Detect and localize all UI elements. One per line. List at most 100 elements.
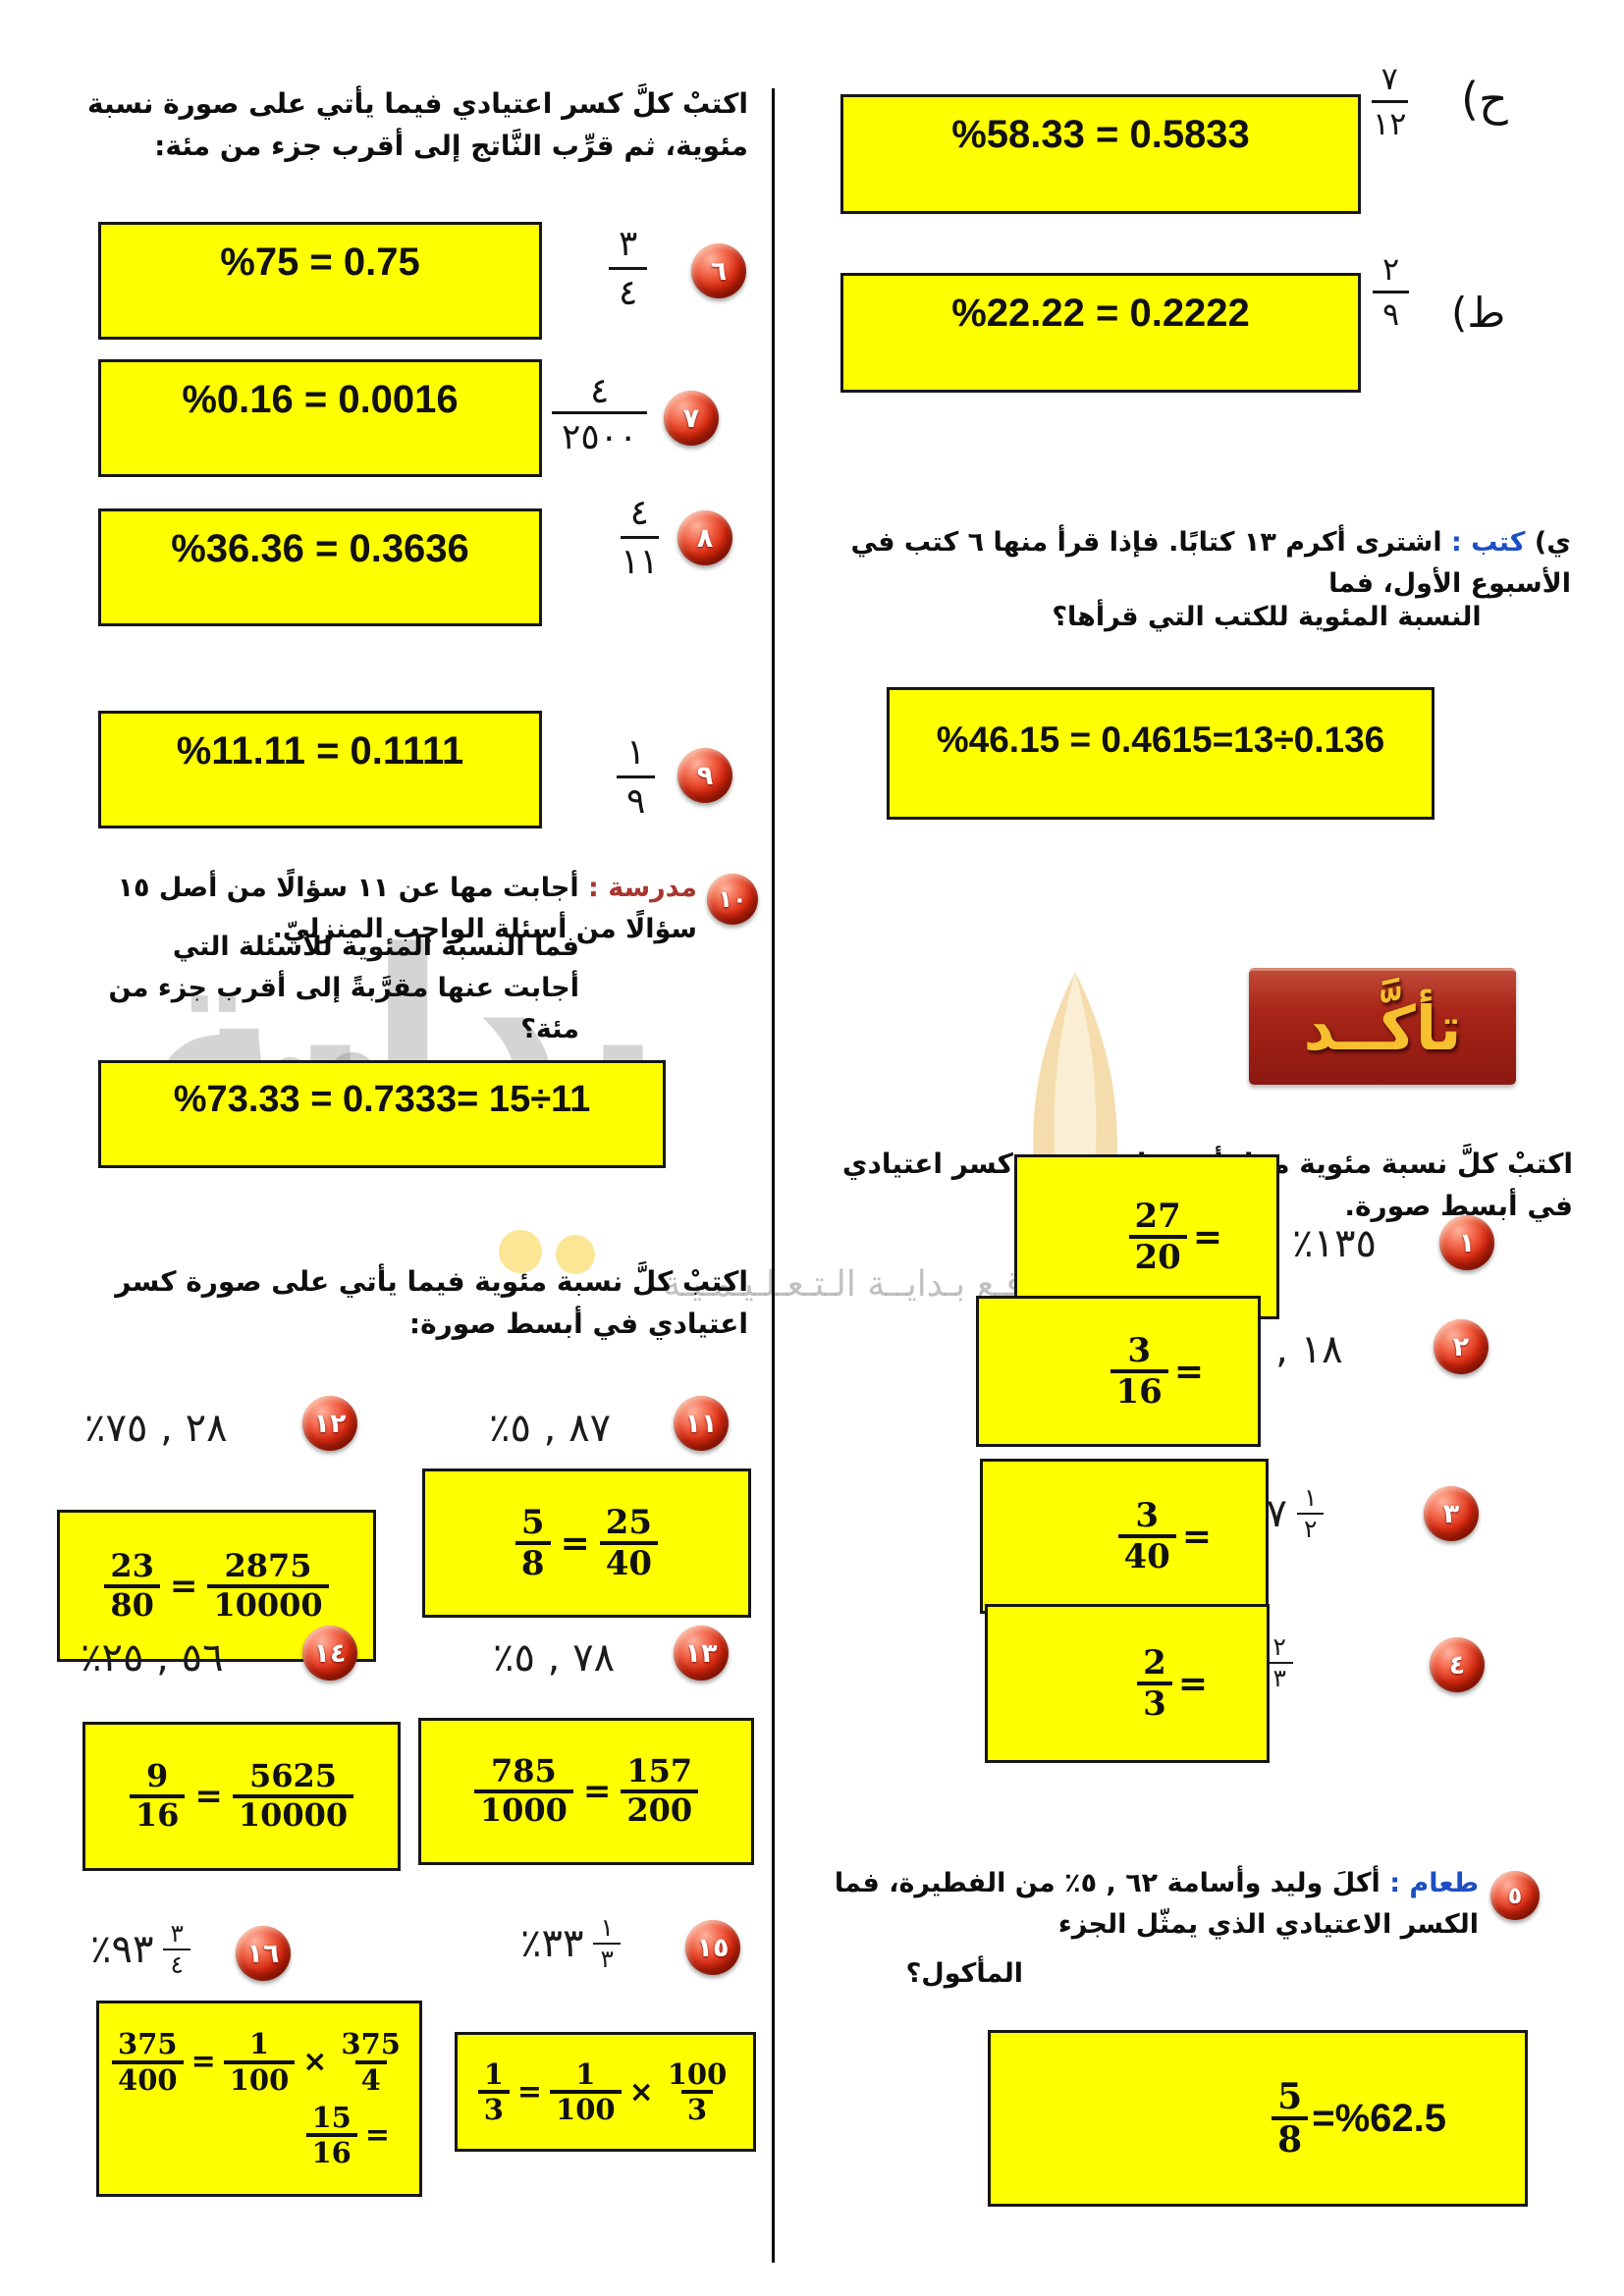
fraction-denominator: 40 (599, 1541, 659, 1582)
work-box-15: 1 3 = 1 100 × 100 3 (455, 2032, 756, 2152)
fraction-denominator: ٩ (1382, 294, 1400, 333)
fraction-1-3: 1 3 (477, 2056, 510, 2126)
fraction-25-40: 25 40 (599, 1504, 659, 1582)
equals-sign: = (190, 2045, 216, 2080)
fraction-denominator: ٣ (1272, 1663, 1286, 1692)
work-equation-line2: 15 16 = (305, 2102, 420, 2169)
work-equation: 3 40 = (1117, 1495, 1212, 1575)
fraction-denominator: ٣ (600, 1944, 614, 1973)
fraction-numerator: ١ (593, 1914, 621, 1945)
books-problem-line1: ي) كتب : اشترى أكرم ١٣ كتابًا. فإذا قرأ … (820, 522, 1571, 605)
percent-label-11: ٪٨٧ , ٥ (489, 1406, 612, 1451)
food-percent-value: ٪٦٢ , ٥ (1064, 1868, 1159, 1898)
fraction-denominator: 100 (223, 2059, 296, 2096)
watermark-dot (499, 1230, 542, 1273)
fraction-numerator: 1 (483, 2056, 504, 2091)
fraction-numerator: 157 (626, 1752, 693, 1790)
fraction-5625-10000: 5625 10000 (232, 1757, 354, 1834)
fraction-numerator: 3 (1135, 1495, 1159, 1535)
problem-circle-14: ١٤ (302, 1626, 357, 1681)
equals-sign: = (169, 1566, 198, 1606)
work-equation: 5 8 = 25 40 (514, 1502, 659, 1582)
equals-sign: = (516, 2074, 543, 2109)
answer-text: =%62.5 (1312, 2096, 1446, 2140)
fraction-denominator: 16 (1110, 1369, 1168, 1411)
answer-text: %11.11 = 0.1111 (176, 729, 464, 773)
fraction-denominator: 16 (129, 1794, 186, 1834)
answer-text: %36.36 = 0.3636 (171, 527, 469, 570)
percent-label-14: ٪٥٦ , ٢٥ (81, 1635, 224, 1681)
problem-circle-7: ٧ (664, 391, 719, 446)
fraction-numerator: ٣ (163, 1920, 190, 1950)
fraction-15-16: 15 16 (305, 2102, 357, 2169)
fraction-numerator: ٢ (1373, 251, 1410, 294)
fraction-denominator: ٤ (619, 273, 638, 314)
fraction-numerator: ٣ (609, 224, 648, 271)
fraction-numerator: 5 (520, 1502, 545, 1542)
work-equation-line1: 375 400 = 1 100 × 375 4 (112, 2028, 406, 2096)
fraction-denominator: 80 (104, 1583, 160, 1624)
fraction-3-4: ٣ ٤ (609, 224, 648, 314)
answer-text: %0.16 = 0.0016 (182, 378, 459, 421)
percent-value: ٪٣٣ (520, 1920, 584, 1966)
times-sign: × (628, 2074, 654, 2109)
answer-box-ha: %58.33 = 0.5833 (840, 94, 1361, 214)
watermark-dot (556, 1235, 595, 1274)
answer-text: %73.33 = 0.7333= 15÷11 (173, 1079, 591, 1120)
fraction-denominator: 10000 (207, 1583, 329, 1624)
fraction-numerator: 2 (1143, 1642, 1166, 1682)
books-problem-line2: النسبة المئوية للكتب التي قرأها؟ (1052, 602, 1482, 632)
fraction-157-200: 157 200 (621, 1752, 699, 1829)
percent-fraction-2-3: ٢ ٣ (1266, 1633, 1293, 1692)
fraction-denominator: ٤ (170, 1949, 184, 1979)
problem-circle-5: ٥ (1490, 1871, 1540, 1920)
fraction-denominator: 3 (1137, 1682, 1172, 1723)
fraction-1-100: 1 100 (223, 2028, 296, 2096)
work-box-14: 9 16 = 5625 10000 (82, 1722, 401, 1871)
food-label: طعام : (1389, 1868, 1479, 1898)
equals-sign: = (1173, 1351, 1204, 1392)
answer-box-food: 5 8 =%62.5 (988, 2030, 1528, 2207)
equals-sign: = (1177, 1663, 1208, 1704)
fraction-numerator: ١ (1296, 1484, 1325, 1515)
fraction-numerator: 100 (667, 2056, 728, 2091)
answer-text: %75 = 0.75 (220, 240, 420, 284)
problem-circle-3: ٣ (1424, 1486, 1479, 1541)
times-sign: × (302, 2045, 328, 2080)
fraction-denominator: ٢ (1303, 1514, 1318, 1543)
fraction-denominator: 10000 (232, 1794, 354, 1834)
fraction-5-8: 5 8 (514, 1502, 551, 1582)
percent-fraction-1-2: ١ ٢ (1296, 1484, 1325, 1543)
food-text-a: أكلَ وليد وأسامة (1158, 1868, 1380, 1898)
answer-box-books: %46.15 = 0.4615=13÷0.136 (887, 687, 1435, 820)
fraction-numerator: 5625 (248, 1757, 338, 1795)
problem-circle-10: ١٠ (707, 874, 758, 925)
equals-sign: = (560, 1522, 590, 1564)
work-box-16: 375 400 = 1 100 × 375 4 15 16 = (96, 2001, 422, 2197)
work-equation: 1 3 = 1 100 × 100 3 (477, 2056, 733, 2126)
fraction-3-16: 3 16 (1110, 1332, 1168, 1411)
fraction-numerator: ١ (617, 732, 656, 779)
fraction-5-8: 5 8 (1272, 2076, 1309, 2161)
food-problem-line2: المأكول؟ (905, 1958, 1023, 1989)
item-letter-tta: ط) (1451, 289, 1506, 337)
fraction-numerator: 375 (118, 2027, 178, 2061)
equals-sign: = (582, 1772, 612, 1811)
percent-value: ٪٩٣ (90, 1926, 154, 1972)
equals-sign: = (1192, 1216, 1222, 1257)
answer-text: %58.33 = 0.5833 (951, 113, 1250, 156)
books-letter: ي) (1534, 527, 1571, 558)
work-box-3: 3 40 = (980, 1459, 1269, 1614)
fraction-numerator: 375 (341, 2027, 401, 2061)
work-equation: 9 16 = 5625 10000 (129, 1757, 354, 1834)
check-banner-text: تأكَّــد (1303, 991, 1462, 1064)
work-equation: 23 80 = 2875 10000 (104, 1548, 329, 1624)
equals-sign: = (194, 1777, 223, 1816)
percent-label-13: ٪٧٨ , ٥ (493, 1635, 616, 1681)
problem-circle-9: ٩ (677, 748, 732, 803)
work-box-11: 5 8 = 25 40 (422, 1468, 751, 1618)
answer-text: %46.15 = 0.4615=13÷0.136 (936, 720, 1385, 760)
problem-circle-11: ١١ (674, 1396, 729, 1451)
fraction-denominator: 40 (1117, 1534, 1176, 1575)
problem-circle-13: ١٣ (674, 1626, 729, 1681)
